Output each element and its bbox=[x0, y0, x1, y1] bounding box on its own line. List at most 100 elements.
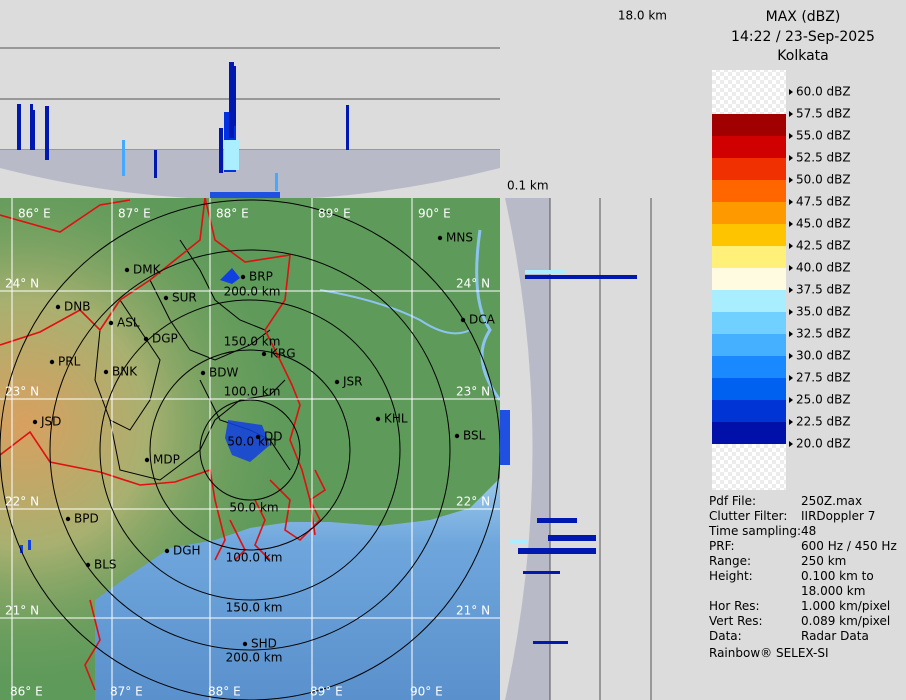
legend-tick bbox=[789, 111, 793, 117]
legend-label: 45.0 dBZ bbox=[796, 217, 851, 231]
legend-swatch bbox=[712, 224, 786, 246]
city-label: ASL bbox=[117, 316, 140, 330]
info-value: Radar Data bbox=[801, 629, 869, 643]
legend-label: 22.5 dBZ bbox=[796, 415, 851, 429]
info-value: 600 Hz / 450 Hz bbox=[801, 539, 897, 553]
top-echoes bbox=[17, 62, 349, 198]
legend-label: 30.0 dBZ bbox=[796, 349, 851, 363]
legend-tick bbox=[789, 419, 793, 425]
city-label: SUR bbox=[172, 291, 197, 305]
city-label: MNS bbox=[446, 231, 473, 245]
legend-swatch bbox=[712, 334, 786, 356]
legend-tick bbox=[789, 309, 793, 315]
legend-tick bbox=[789, 441, 793, 447]
city-label: JSR bbox=[342, 375, 363, 389]
legend-tick bbox=[789, 89, 793, 95]
latitude-label: 24° N bbox=[5, 277, 39, 291]
legend-swatch bbox=[712, 312, 786, 334]
legend-label: 37.5 dBZ bbox=[796, 283, 851, 297]
legend-tick bbox=[789, 265, 793, 271]
info-footer: Rainbow® SELEX-SI bbox=[709, 646, 829, 660]
info-row: Range: 250 km bbox=[709, 554, 904, 569]
longitude-label: 89° E bbox=[310, 685, 343, 699]
range-label: 100.0 km bbox=[224, 385, 281, 399]
info-key: Range: bbox=[709, 554, 752, 568]
legend-tick bbox=[789, 155, 793, 161]
legend-swatch bbox=[712, 422, 786, 444]
profile-height-label: 0.1 km bbox=[507, 179, 549, 193]
river bbox=[319, 289, 471, 335]
info-value: 48 bbox=[801, 524, 817, 538]
city-marker bbox=[144, 457, 150, 463]
legend-tick bbox=[789, 133, 793, 139]
city-label: BPD bbox=[74, 512, 99, 526]
latitude-label: 23° N bbox=[456, 385, 490, 399]
info-key: Pdf File: bbox=[709, 494, 757, 508]
info-key: PRF: bbox=[709, 539, 735, 553]
city-marker bbox=[375, 416, 381, 422]
info-row: Height: 0.100 km to 18.000 km bbox=[709, 569, 904, 599]
range-label: 100.0 km bbox=[226, 551, 283, 565]
longitude-label: 90° E bbox=[410, 685, 443, 699]
range-ring bbox=[99, 299, 401, 601]
info-row: Time sampling: 48 bbox=[709, 524, 904, 539]
latitude-label: 22° N bbox=[5, 495, 39, 509]
range-ring bbox=[0, 199, 500, 700]
city-marker bbox=[103, 369, 109, 375]
legend-swatch bbox=[712, 114, 786, 136]
graticule bbox=[0, 198, 500, 700]
info-value: 250Z.max bbox=[801, 494, 863, 508]
legend-label: 27.5 dBZ bbox=[796, 371, 851, 385]
range-label: 50.0 km bbox=[229, 501, 278, 515]
city-marker bbox=[163, 295, 169, 301]
info-value: 0.089 km/pixel bbox=[801, 614, 891, 628]
info-value: 1.000 km/pixel bbox=[801, 599, 891, 613]
legend-label: 55.0 dBZ bbox=[796, 129, 851, 143]
city-marker bbox=[143, 336, 149, 342]
legend-label: 57.5 dBZ bbox=[796, 107, 851, 121]
legend-swatch bbox=[712, 158, 786, 180]
range-label: 200.0 km bbox=[224, 285, 281, 299]
latitude-label: 21° N bbox=[5, 604, 39, 618]
longitude-label: 90° E bbox=[418, 207, 451, 221]
range-label: 200.0 km bbox=[226, 651, 283, 665]
city-marker bbox=[32, 419, 38, 425]
river bbox=[475, 229, 500, 401]
range-label: 50.0 km bbox=[227, 435, 276, 449]
legend-tick bbox=[789, 177, 793, 183]
latitude-label: 23° N bbox=[5, 385, 39, 399]
legend-tick bbox=[789, 221, 793, 227]
legend-swatch bbox=[712, 356, 786, 378]
range-rings bbox=[0, 199, 500, 700]
legend-label: 25.0 dBZ bbox=[796, 393, 851, 407]
legend-tick bbox=[789, 375, 793, 381]
info-panel: Pdf File: 250Z.max Clutter Filter: IIRDoppl… bbox=[709, 494, 904, 661]
city-marker bbox=[65, 516, 71, 522]
legend-label: 50.0 dBZ bbox=[796, 173, 851, 187]
legend-tick bbox=[789, 397, 793, 403]
legend-swatch bbox=[712, 268, 786, 290]
legend-label: 40.0 dBZ bbox=[796, 261, 851, 275]
info-row: PRF: 600 Hz / 450 Hz bbox=[709, 539, 904, 554]
range-ring bbox=[49, 249, 451, 651]
city-label: BNK bbox=[112, 365, 138, 379]
city-label: SHD bbox=[251, 637, 277, 651]
longitude-label: 89° E bbox=[318, 207, 351, 221]
profile-height-label: 18.0 km bbox=[618, 9, 667, 23]
city-label: DCA bbox=[469, 313, 496, 327]
product-time: 14:22 / 23-Sep-2025 bbox=[731, 29, 875, 45]
product-location: Kolkata bbox=[777, 48, 828, 64]
info-key: Clutter Filter: bbox=[709, 509, 788, 523]
city-label: BLS bbox=[94, 558, 117, 572]
legend: 60.0 dBZ 57.5 dBZ 55.0 dBZ 52.5 dBZ 50.0 dBZ… bbox=[712, 85, 851, 451]
map-labels: 86° E 86° E 87° E 87° E 88° E 88° E 89° E 89° E… bbox=[5, 207, 496, 699]
range-ring bbox=[149, 349, 351, 551]
map-echoes bbox=[20, 268, 270, 553]
info-value: 250 km bbox=[801, 554, 847, 568]
info-row: Vert Res: 0.089 km/pixel bbox=[709, 614, 904, 629]
city-label: KRG bbox=[270, 347, 296, 361]
info-key: Height: bbox=[709, 569, 753, 583]
info-key: Data: bbox=[709, 629, 742, 643]
longitude-label: 86° E bbox=[18, 207, 51, 221]
